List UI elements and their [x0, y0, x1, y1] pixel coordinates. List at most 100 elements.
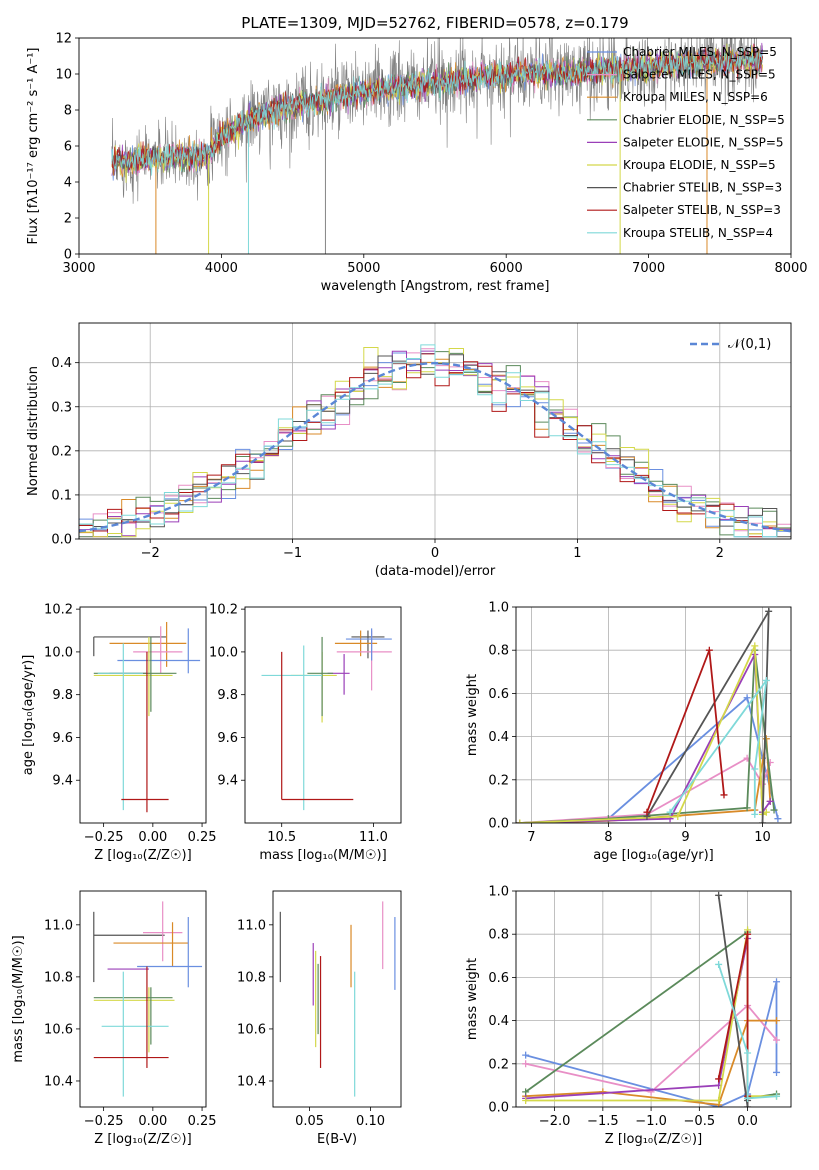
- y-tick-label: 11.0: [44, 918, 73, 933]
- x-tick-label: −1.0: [635, 1114, 667, 1129]
- x-tick-label: 2: [716, 546, 724, 561]
- x-tick-label: 0.25: [188, 830, 217, 845]
- axes-frame: [515, 606, 792, 824]
- legend-entry: Chabrier MILES, N_SSP=5: [623, 45, 777, 59]
- x-axis-label: Z [log₁₀(Z/Z☉)]: [94, 1132, 191, 1147]
- weight-marker: [773, 1036, 781, 1044]
- weight-marker: [674, 813, 682, 821]
- y-tick-label: 10.0: [209, 645, 238, 660]
- x-tick-label: 8: [604, 830, 612, 845]
- weight-line: [519, 738, 772, 823]
- chart-panels: 3000 4000 5000 6000 7000 8000024681012wavelen…: [11, 32, 808, 1148]
- mass-weight-vs-age-panel: 7 8 9 10 0.0 0.2 0.4 0.6 0.8 1.0 age [log₁₀(age/yr…: [465, 601, 792, 863]
- x-axis-label: (data-model)/error: [375, 564, 496, 579]
- age-vs-mass-panel: 10.5 11.0 9.4 9.6 9.8 10.0 10.2 mass [log₁₀(M/M…: [209, 603, 402, 863]
- mass-weight-vs-age-plot-area: [516, 607, 791, 823]
- x-tick-label: −0.5: [684, 1114, 716, 1129]
- y-tick-label: 10.6: [237, 1022, 266, 1037]
- weight-line: [525, 938, 749, 1100]
- axes-frame: [78, 322, 792, 540]
- x-tick-label: 0.0: [737, 1114, 758, 1129]
- mass-vs-Z-plot-area: [93, 901, 203, 1097]
- weight-marker: [643, 808, 651, 816]
- x-axis-label: Z [log₁₀(Z/Z☉)]: [605, 1132, 702, 1147]
- y-tick-label: 10.4: [44, 1074, 73, 1089]
- y-tick-label: 0.4: [488, 730, 509, 745]
- y-tick-label: 0.3: [51, 400, 72, 415]
- weight-marker: [744, 930, 752, 938]
- x-tick-label: 4000: [205, 261, 238, 276]
- y-tick-label: 10.8: [237, 970, 266, 985]
- x-tick-label: 0.10: [356, 1114, 385, 1129]
- weight-marker: [773, 1068, 781, 1076]
- y-tick-label: 6: [64, 140, 72, 155]
- figure-title: PLATE=1309, MJD=52762, FIBERID=0578, z=0…: [241, 14, 628, 32]
- weight-marker: [766, 797, 774, 805]
- y-axis-label: mass [log₁₀(M/M☉)]: [11, 935, 26, 1062]
- weight-marker: [715, 960, 723, 968]
- weight-marker: [705, 646, 713, 654]
- x-tick-label: 8000: [774, 261, 807, 276]
- y-tick-label: 2: [64, 212, 72, 227]
- x-tick-label: 5000: [347, 261, 380, 276]
- weight-marker: [762, 808, 770, 816]
- y-tick-label: 10.0: [44, 645, 73, 660]
- weight-marker: [744, 1049, 752, 1057]
- x-tick-label: −0.25: [84, 1114, 124, 1129]
- axes-frame: [515, 890, 792, 1108]
- x-tick-label: 0.00: [138, 830, 167, 845]
- weight-marker: [773, 1017, 781, 1025]
- weight-marker: [765, 607, 773, 615]
- y-tick-label: 0.0: [488, 1101, 509, 1116]
- weight-marker: [770, 806, 778, 814]
- y-tick-label: 10: [55, 68, 72, 83]
- histogram-step: [79, 344, 791, 539]
- weight-marker: [744, 1103, 752, 1107]
- mass-vs-EBV-panel: 0.05 0.10 10.4 10.6 10.8 11.0 E(B-V): [237, 890, 402, 1147]
- x-tick-label: 6000: [490, 261, 523, 276]
- weight-marker: [773, 978, 781, 986]
- histogram-legend: 𝒩(0,1): [690, 337, 771, 352]
- y-tick-label: 0.2: [51, 444, 72, 459]
- age-vs-Z-plot-area: [93, 621, 201, 813]
- age-vs-mass-plot-area: [261, 628, 392, 811]
- x-tick-label: 10.5: [267, 830, 296, 845]
- y-tick-label: 10.4: [237, 1074, 266, 1089]
- y-tick-label: 0.6: [488, 687, 509, 702]
- legend-entry: Salpeter MILES, N_SSP=5: [623, 68, 776, 82]
- y-tick-label: 9.8: [52, 688, 73, 703]
- y-tick-label: 9.8: [217, 688, 238, 703]
- x-tick-label: 11.0: [359, 830, 388, 845]
- y-tick-label: 0.2: [488, 773, 509, 788]
- x-tick-label: 7000: [632, 261, 665, 276]
- x-tick-label: 9: [681, 830, 689, 845]
- y-tick-label: 8: [64, 104, 72, 119]
- weight-marker: [744, 1094, 752, 1102]
- y-tick-label: 10.2: [44, 603, 73, 618]
- weight-marker: [522, 1088, 530, 1096]
- y-axis-label: Flux [fλ10⁻¹⁷ erg cm⁻² s⁻¹ A⁻¹]: [26, 48, 41, 245]
- weight-marker: [743, 804, 751, 812]
- y-tick-label: 0.4: [488, 1014, 509, 1029]
- weight-marker: [599, 1088, 607, 1096]
- x-tick-label: −1: [283, 546, 302, 561]
- weight-marker: [773, 1092, 781, 1100]
- weight-line: [525, 1004, 778, 1093]
- weight-marker: [516, 819, 524, 823]
- age-vs-Z-panel: −0.25 0.00 0.25 9.4 9.6 9.8 10.0 10.2 Z [log₁₀(Z…: [21, 603, 217, 863]
- spectrum-model-line: [111, 47, 763, 176]
- y-tick-label: 4: [64, 176, 72, 191]
- x-tick-label: −2.0: [539, 1114, 571, 1129]
- spectrum-panel: 3000 4000 5000 6000 7000 8000 0 2 4 6 8 10 12 wavelen…: [26, 32, 808, 295]
- weight-marker: [666, 808, 674, 816]
- y-tick-label: 10.6: [44, 1022, 73, 1037]
- weight-marker: [751, 642, 759, 650]
- x-tick-label: 10: [754, 830, 771, 845]
- legend-entry: Kroupa ELODIE, N_SSP=5: [623, 158, 776, 172]
- axes-frame: [79, 890, 207, 1108]
- legend-entry: Salpeter ELODIE, N_SSP=5: [623, 135, 784, 149]
- x-tick-label: 3000: [62, 261, 95, 276]
- weight-line: [717, 964, 777, 1100]
- y-tick-label: 12: [55, 32, 72, 47]
- spectrum-plot-area: [111, 38, 763, 254]
